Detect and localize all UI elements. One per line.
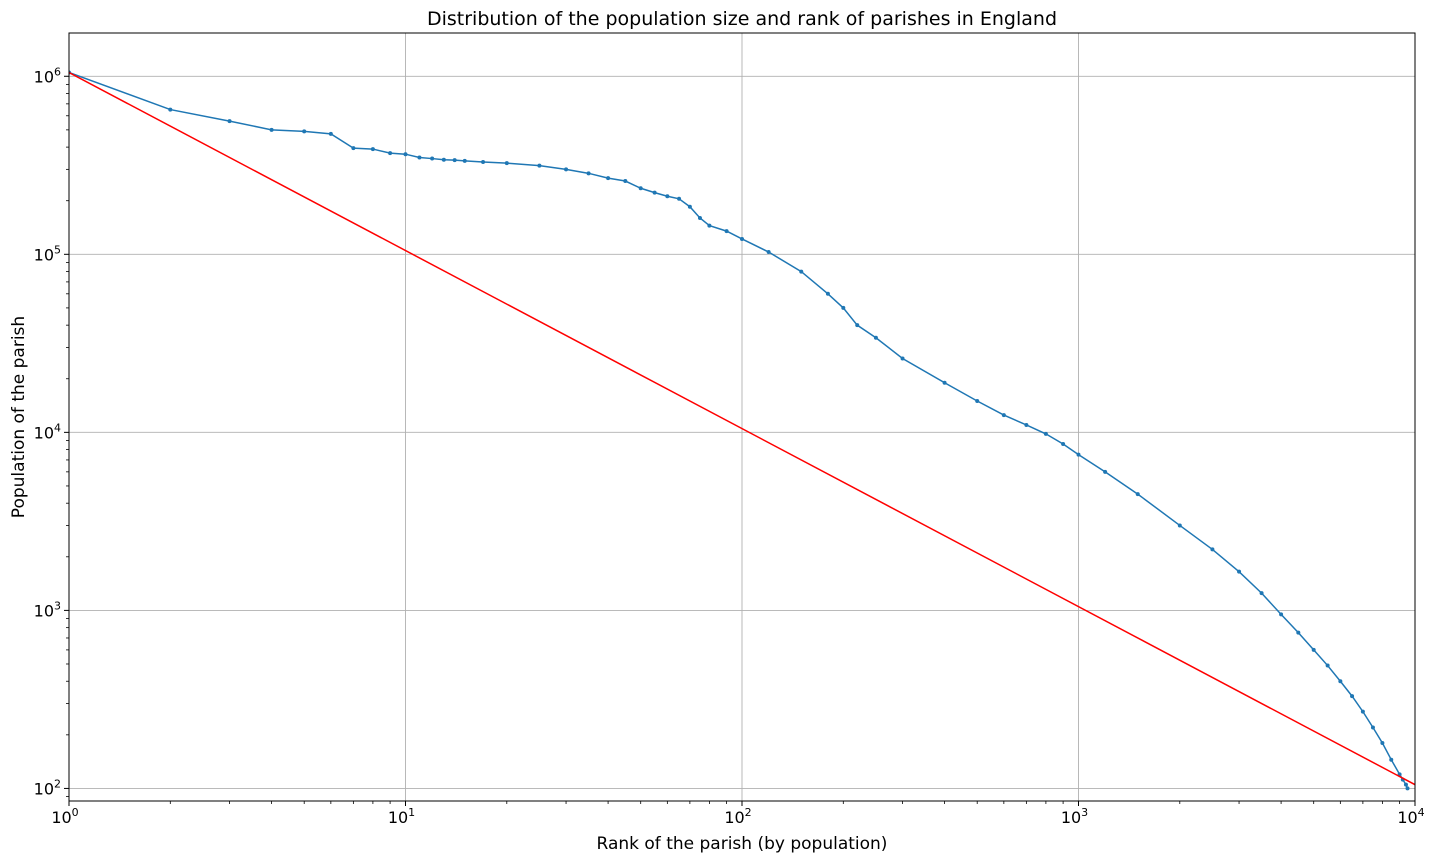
data-point xyxy=(1380,740,1385,745)
data-point xyxy=(606,176,611,181)
chart-title: Distribution of the population size and … xyxy=(427,8,1057,30)
data-point xyxy=(841,305,846,310)
data-point xyxy=(900,356,905,361)
data-point xyxy=(1296,630,1301,635)
data-point xyxy=(873,335,878,340)
x-axis-label: Rank of the parish (by population) xyxy=(597,834,888,854)
data-point xyxy=(537,163,542,168)
data-point xyxy=(351,146,356,151)
data-point xyxy=(1259,591,1264,596)
data-point xyxy=(504,161,509,166)
data-point xyxy=(652,190,657,195)
data-point xyxy=(1001,413,1006,418)
data-point xyxy=(1076,452,1081,457)
data-point xyxy=(855,323,860,328)
data-point xyxy=(1311,647,1316,652)
series-group xyxy=(69,71,1415,786)
y-axis-label: Population of the parish xyxy=(9,316,29,518)
data-point xyxy=(168,107,173,112)
data-point xyxy=(1370,725,1375,730)
data-point xyxy=(269,127,274,132)
data-point xyxy=(1389,757,1394,762)
data-point xyxy=(825,291,830,296)
data-point xyxy=(1237,569,1242,574)
data-point xyxy=(1360,709,1365,714)
data-point xyxy=(975,399,980,403)
x-axis-ticks: 100 101 102 103 104 xyxy=(51,801,1425,827)
data-point xyxy=(665,194,670,199)
data-point xyxy=(586,171,591,176)
data-point xyxy=(697,215,702,220)
data-point xyxy=(564,167,569,172)
data-point xyxy=(403,152,408,157)
data-point xyxy=(623,179,628,184)
data-point xyxy=(740,236,744,241)
x-tick-exponent: 1 xyxy=(408,806,415,819)
x-tick-exponent: 4 xyxy=(1418,806,1425,819)
data-point xyxy=(799,269,804,274)
data-point xyxy=(430,156,435,161)
data-series xyxy=(69,70,1415,791)
data-point xyxy=(1338,679,1343,684)
data-point xyxy=(417,155,422,160)
data-point xyxy=(328,131,333,136)
y-tick-exponent: 5 xyxy=(54,243,61,256)
y-tick-exponent: 4 xyxy=(54,421,61,434)
data-point xyxy=(1135,492,1140,497)
data-point xyxy=(1279,612,1284,617)
data-point xyxy=(302,129,307,134)
data-point xyxy=(942,380,947,385)
data-point xyxy=(481,159,486,164)
x-tick-exponent: 2 xyxy=(745,806,752,819)
x-tick-exponent: 3 xyxy=(1081,806,1088,819)
data-point xyxy=(1103,469,1108,474)
data-point xyxy=(370,147,375,152)
data-point xyxy=(638,186,643,191)
data-point xyxy=(1325,663,1330,668)
data-point xyxy=(462,158,467,163)
data-point xyxy=(1024,422,1029,427)
series-group xyxy=(69,70,1410,791)
y-tick-exponent: 2 xyxy=(54,777,61,790)
data-point xyxy=(227,119,232,124)
data-point xyxy=(1403,782,1408,787)
data-point xyxy=(1061,442,1066,447)
y-tick-exponent: 6 xyxy=(54,65,61,78)
data-point xyxy=(1177,523,1182,528)
data-point xyxy=(441,157,446,162)
reference-line xyxy=(69,71,1415,786)
data-point xyxy=(1405,786,1410,791)
data-point xyxy=(1210,547,1215,552)
data-point xyxy=(724,229,729,234)
grid-lines xyxy=(68,33,1416,801)
data-point xyxy=(388,151,393,156)
y-tick-exponent: 3 xyxy=(54,599,61,612)
data-point xyxy=(677,196,682,201)
data-point xyxy=(1043,431,1048,436)
data-point xyxy=(452,158,457,163)
data-point xyxy=(766,250,771,255)
x-tick-exponent: 0 xyxy=(72,806,79,819)
data-point xyxy=(707,223,712,228)
data-point xyxy=(1350,694,1355,699)
data-point xyxy=(687,204,692,209)
